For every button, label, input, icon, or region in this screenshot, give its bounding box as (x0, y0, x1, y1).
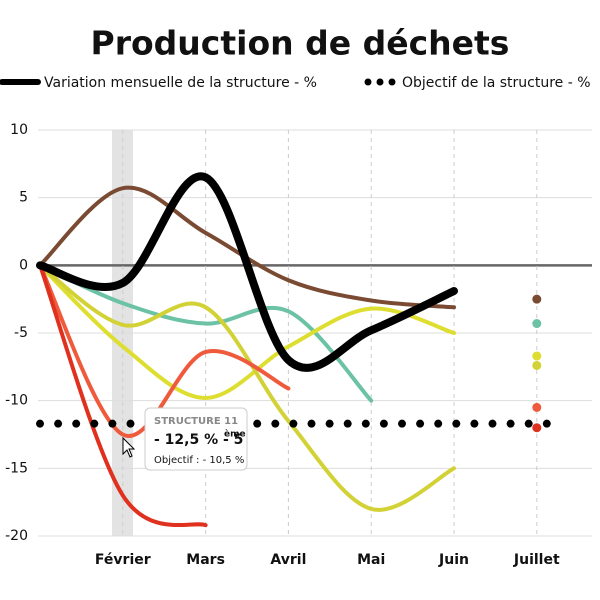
legend-label: Objectif de la structure - % (402, 75, 591, 91)
target-dot (532, 351, 542, 361)
target-dot (532, 423, 542, 433)
series-line (38, 185, 456, 310)
x-tick-label: Juillet (513, 552, 560, 568)
tooltip-objective: Objectif : - 10,5 % (154, 455, 244, 466)
x-tick-label: Juin (438, 552, 469, 568)
target-dot (532, 360, 542, 370)
x-tick-label: Février (95, 552, 151, 568)
y-tick-label: -15 (5, 460, 28, 476)
y-tick-label: -10 (5, 393, 28, 409)
series-line (36, 172, 458, 372)
x-tick-label: Mai (357, 552, 385, 568)
tooltip-sup: ème (224, 429, 246, 440)
x-tick-label: Avril (270, 552, 306, 568)
y-tick-label: 5 (19, 190, 28, 206)
tooltip-title: STRUCTURE 11 (154, 416, 238, 427)
series-line (38, 263, 208, 528)
legend-label: Variation mensuelle de la structure - % (44, 75, 317, 91)
series-line (38, 263, 456, 400)
y-tick-label: -20 (5, 528, 28, 544)
tooltip: STRUCTURE 11 - 12,5 % - 5 ème Objectif :… (144, 407, 248, 471)
target-dot (532, 294, 542, 304)
legend-dots (364, 78, 396, 86)
y-tick-label: 10 (10, 122, 28, 138)
chart-title: Production de déchets (91, 24, 510, 63)
series-line (38, 263, 374, 403)
y-tick-label: 0 (19, 257, 28, 273)
tooltip-value: - 12,5 % - 5 (154, 432, 243, 448)
target-dot (532, 319, 542, 329)
y-tick-label: -5 (14, 325, 28, 341)
objective-line (36, 419, 551, 428)
cursor (122, 436, 136, 458)
tooltip-box (144, 407, 248, 471)
target-dot (532, 402, 542, 412)
x-tick-label: Mars (186, 552, 225, 568)
